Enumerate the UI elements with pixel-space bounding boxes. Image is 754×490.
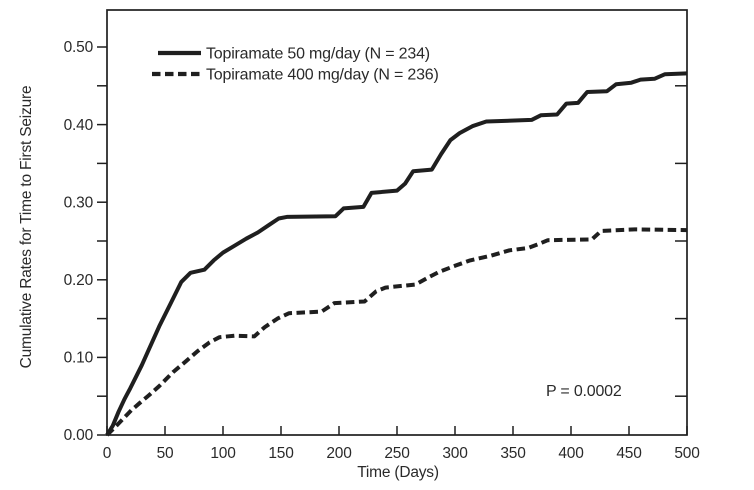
x-tick-label: 150 <box>268 445 294 462</box>
x-tick-label: 450 <box>616 445 642 462</box>
x-tick-label: 100 <box>210 445 236 462</box>
y-tick-label: 0.50 <box>64 39 94 56</box>
x-tick-label: 250 <box>384 445 410 462</box>
legend-label-solid: Topiramate 50 mg/day (N = 234) <box>206 46 430 63</box>
series-curve-dashed <box>105 227 688 437</box>
x-tick-label: 300 <box>442 445 468 462</box>
x-tick-label: 500 <box>674 445 700 462</box>
legend-label-dashed: Topiramate 400 mg/day (N = 236) <box>206 67 439 84</box>
p-value-annotation: P = 0.0002 <box>546 383 622 400</box>
x-tick-label: 0 <box>103 445 112 462</box>
x-tick-label: 350 <box>500 445 526 462</box>
y-tick-label: 0.20 <box>64 272 94 289</box>
series-curve-solid <box>105 71 688 437</box>
data-curves <box>105 71 688 437</box>
y-tick-label: 0.10 <box>64 350 94 367</box>
x-tick-label: 50 <box>157 445 174 462</box>
x-axis-title: Time (Days) <box>357 464 439 481</box>
x-tick-label: 200 <box>326 445 352 462</box>
y-axis-right-ticks <box>675 85 687 397</box>
x-axis-ticks <box>106 426 688 435</box>
x-tick-label: 400 <box>558 445 584 462</box>
legend: Topiramate 50 mg/day (N = 234) Topiramat… <box>152 46 439 84</box>
y-tick-label: 0.40 <box>64 117 94 134</box>
y-axis-tick-labels: 0.00 0.10 0.20 0.30 0.40 0.50 <box>64 39 94 444</box>
y-tick-label: 0.00 <box>64 427 94 444</box>
y-axis-title: Cumulative Rates for Time to First Seizu… <box>18 86 35 369</box>
y-axis-ticks <box>97 46 107 436</box>
y-tick-label: 0.30 <box>64 194 94 211</box>
x-axis-tick-labels: 0 50 100 150 200 250 300 350 400 450 500 <box>103 445 701 462</box>
